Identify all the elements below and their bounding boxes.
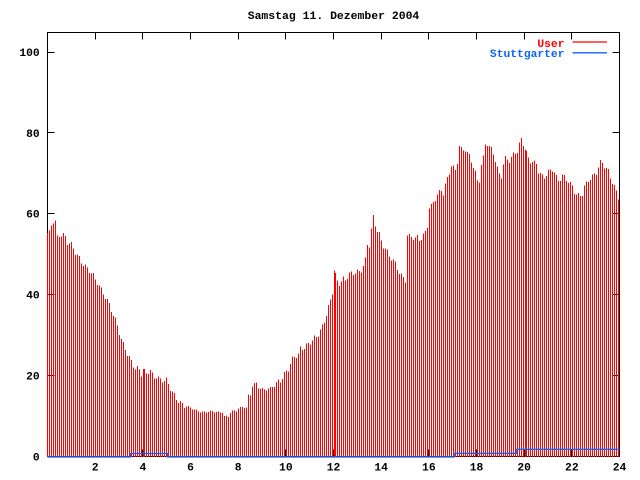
svg-text:24: 24	[613, 463, 627, 475]
svg-text:Stuttgarter: Stuttgarter	[490, 49, 565, 61]
svg-text:User: User	[537, 39, 564, 51]
svg-text:22: 22	[565, 463, 579, 475]
svg-text:2: 2	[92, 463, 99, 475]
svg-text:10: 10	[279, 463, 293, 475]
svg-text:14: 14	[374, 463, 388, 475]
svg-text:12: 12	[327, 463, 341, 475]
svg-text:0: 0	[33, 452, 40, 464]
svg-text:16: 16	[422, 463, 436, 475]
svg-text:20: 20	[26, 371, 40, 383]
svg-text:18: 18	[470, 463, 484, 475]
svg-text:100: 100	[19, 48, 40, 60]
svg-text:80: 80	[26, 129, 40, 141]
svg-text:40: 40	[26, 291, 40, 303]
svg-text:20: 20	[517, 463, 531, 475]
svg-text:60: 60	[26, 210, 40, 222]
svg-text:4: 4	[139, 463, 146, 475]
svg-text:Samstag 11. Dezember 2004: Samstag 11. Dezember 2004	[248, 10, 420, 23]
svg-text:6: 6	[187, 463, 194, 475]
svg-text:8: 8	[235, 463, 242, 475]
